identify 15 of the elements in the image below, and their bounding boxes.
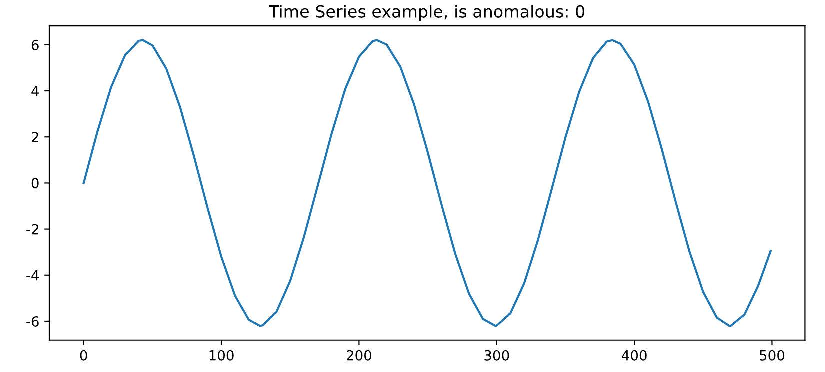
y-tick-label: 4 xyxy=(32,86,39,96)
x-tick-label: 500 xyxy=(760,350,785,361)
x-tick-label: 0 xyxy=(80,350,88,361)
x-tick-label: 200 xyxy=(346,350,372,361)
chart-title: Time Series example, is anomalous: 0 xyxy=(269,5,585,22)
y-tick-label: -2 xyxy=(26,224,38,235)
y-tick-label: 6 xyxy=(32,40,39,50)
y-tick-label: -4 xyxy=(26,270,39,281)
x-tick-label: 100 xyxy=(210,350,234,361)
line-series xyxy=(82,39,772,328)
y-tick-label: 0 xyxy=(32,178,39,189)
x-tick-label: 300 xyxy=(484,350,510,361)
x-tick-label: 400 xyxy=(622,350,647,361)
y-tick-label: 2 xyxy=(32,132,38,142)
y-tick-label: -6 xyxy=(26,316,39,327)
